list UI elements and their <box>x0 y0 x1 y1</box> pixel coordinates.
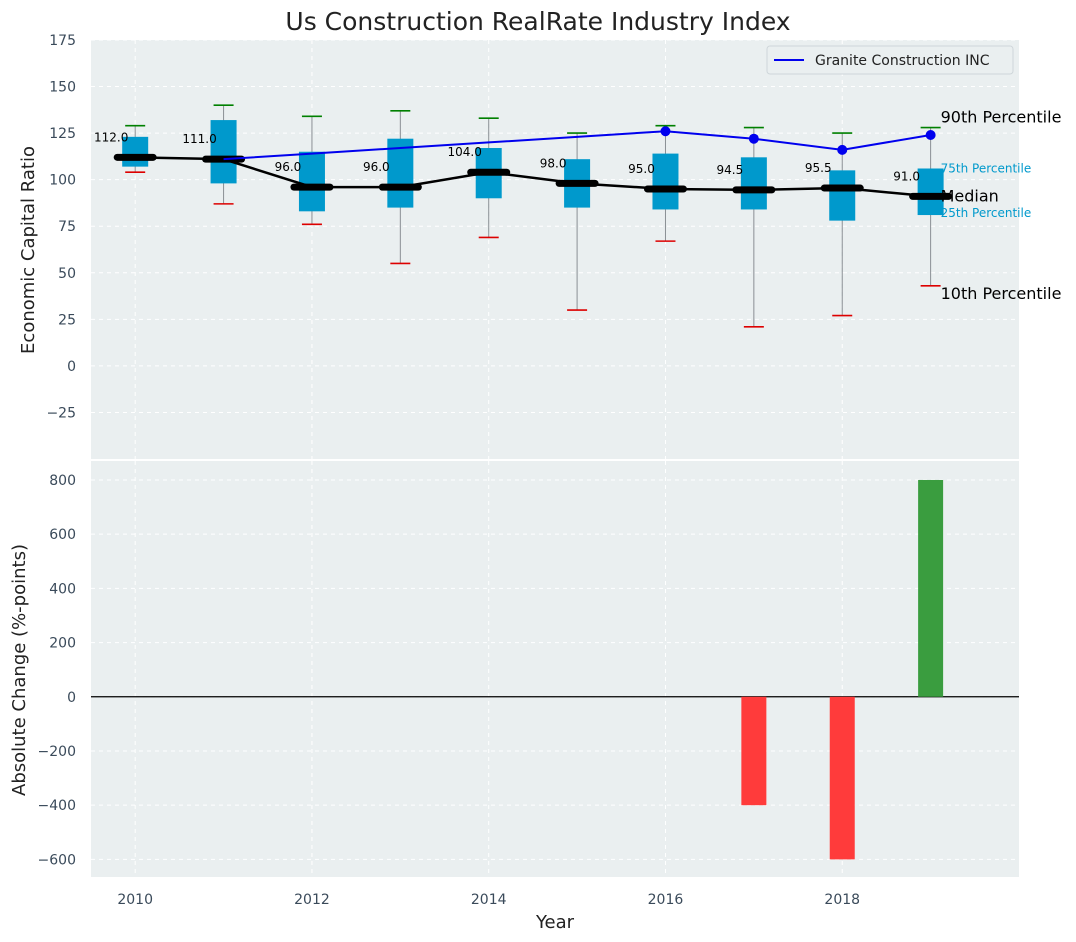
top-y-tick-label: 100 <box>49 173 76 189</box>
percentile-annotations: 90th Percentile 75th Percentile Median25th… <box>941 108 1062 303</box>
legend-box <box>766 45 1014 75</box>
change-bar <box>918 479 944 697</box>
company-point <box>660 126 671 137</box>
median-value-label: 96.0 <box>275 160 302 174</box>
top-gridlines <box>91 39 1019 459</box>
top-y-tick-label: 125 <box>49 126 76 142</box>
bottom-plot-area <box>91 461 1019 877</box>
box-iqr <box>298 151 325 212</box>
box-iqr <box>917 168 944 216</box>
box-iqr <box>829 170 856 221</box>
median-value-label: 98.0 <box>540 156 567 170</box>
annotation-90th: 90th Percentile <box>941 108 1062 127</box>
company-series <box>223 126 936 161</box>
top-y-tick-label: −25 <box>46 405 76 421</box>
bottom-y-tick-label: 0 <box>67 690 76 706</box>
median-value-label: 95.0 <box>628 162 655 176</box>
top-y-tick-label: 175 <box>49 33 76 49</box>
top-y-tick-label: 25 <box>58 312 76 328</box>
top-plot-area <box>91 40 1019 459</box>
x-tick-label: 2010 <box>117 892 153 908</box>
top-y-ticks: −25 0 25 50 75 100 125 150 175 <box>46 33 76 421</box>
bottom-y-tick-label: −400 <box>38 798 76 814</box>
chart-title: Us Construction RealRate Industry Index <box>285 7 790 36</box>
bottom-y-tick-label: −600 <box>38 852 76 868</box>
change-bars <box>91 479 1019 860</box>
median-value-label: 112.0 <box>94 130 128 144</box>
legend-entry-granite: Granite Construction INC <box>815 53 990 69</box>
x-ticks: 2010 2012 2014 2016 2018 <box>117 892 860 908</box>
top-y-tick-label: 75 <box>58 219 76 235</box>
x-tick-label: 2016 <box>648 892 684 908</box>
annotation-75th: 75th Percentile <box>941 161 1032 175</box>
top-y-tick-label: 150 <box>49 80 76 96</box>
top-y-axis-label: Economic Capital Ratio <box>18 146 39 354</box>
median-series <box>135 156 931 198</box>
x-tick-label: 2012 <box>294 892 330 908</box>
bottom-y-ticks: −600 −400 −200 0 200 400 600 800 <box>38 473 76 868</box>
x-tick-label: 2014 <box>471 892 507 908</box>
box-iqr <box>652 153 679 210</box>
median-value-label: 111.0 <box>182 132 216 146</box>
legend: Granite Construction INC <box>766 45 1014 75</box>
company-point <box>837 144 848 155</box>
change-bar <box>741 696 767 806</box>
company-point <box>925 129 936 140</box>
bottom-y-tick-label: 800 <box>49 473 76 489</box>
bottom-y-axis-label: Absolute Change (%-points) <box>9 544 30 796</box>
company-line <box>223 130 931 161</box>
annotation-25th: 25th Percentile <box>941 206 1032 220</box>
median-value-label: 91.0 <box>893 169 920 183</box>
bottom-y-tick-label: 200 <box>49 636 76 652</box>
median-value-label: 95.5 <box>805 161 832 175</box>
median-line <box>135 156 931 198</box>
median-value-label: 96.0 <box>363 160 390 174</box>
median-value-label: 104.0 <box>448 145 482 159</box>
median-value-label: 94.5 <box>716 163 743 177</box>
bottom-y-tick-label: 600 <box>49 527 76 543</box>
top-y-tick-label: 0 <box>67 359 76 375</box>
bottom-y-tick-label: −200 <box>38 744 76 760</box>
box-iqr <box>387 138 414 208</box>
x-axis-label: Year <box>535 912 575 933</box>
top-y-tick-label: 50 <box>58 266 76 282</box>
box-iqr <box>210 120 237 184</box>
x-tick-label: 2018 <box>824 892 860 908</box>
box-iqr <box>122 136 149 167</box>
company-point <box>748 133 759 144</box>
bottom-y-tick-label: 400 <box>49 581 76 597</box>
box-iqr <box>740 157 767 210</box>
annotation-median: Median <box>941 186 999 205</box>
change-bar <box>829 696 855 860</box>
annotation-10th: 10th Percentile <box>941 284 1062 303</box>
